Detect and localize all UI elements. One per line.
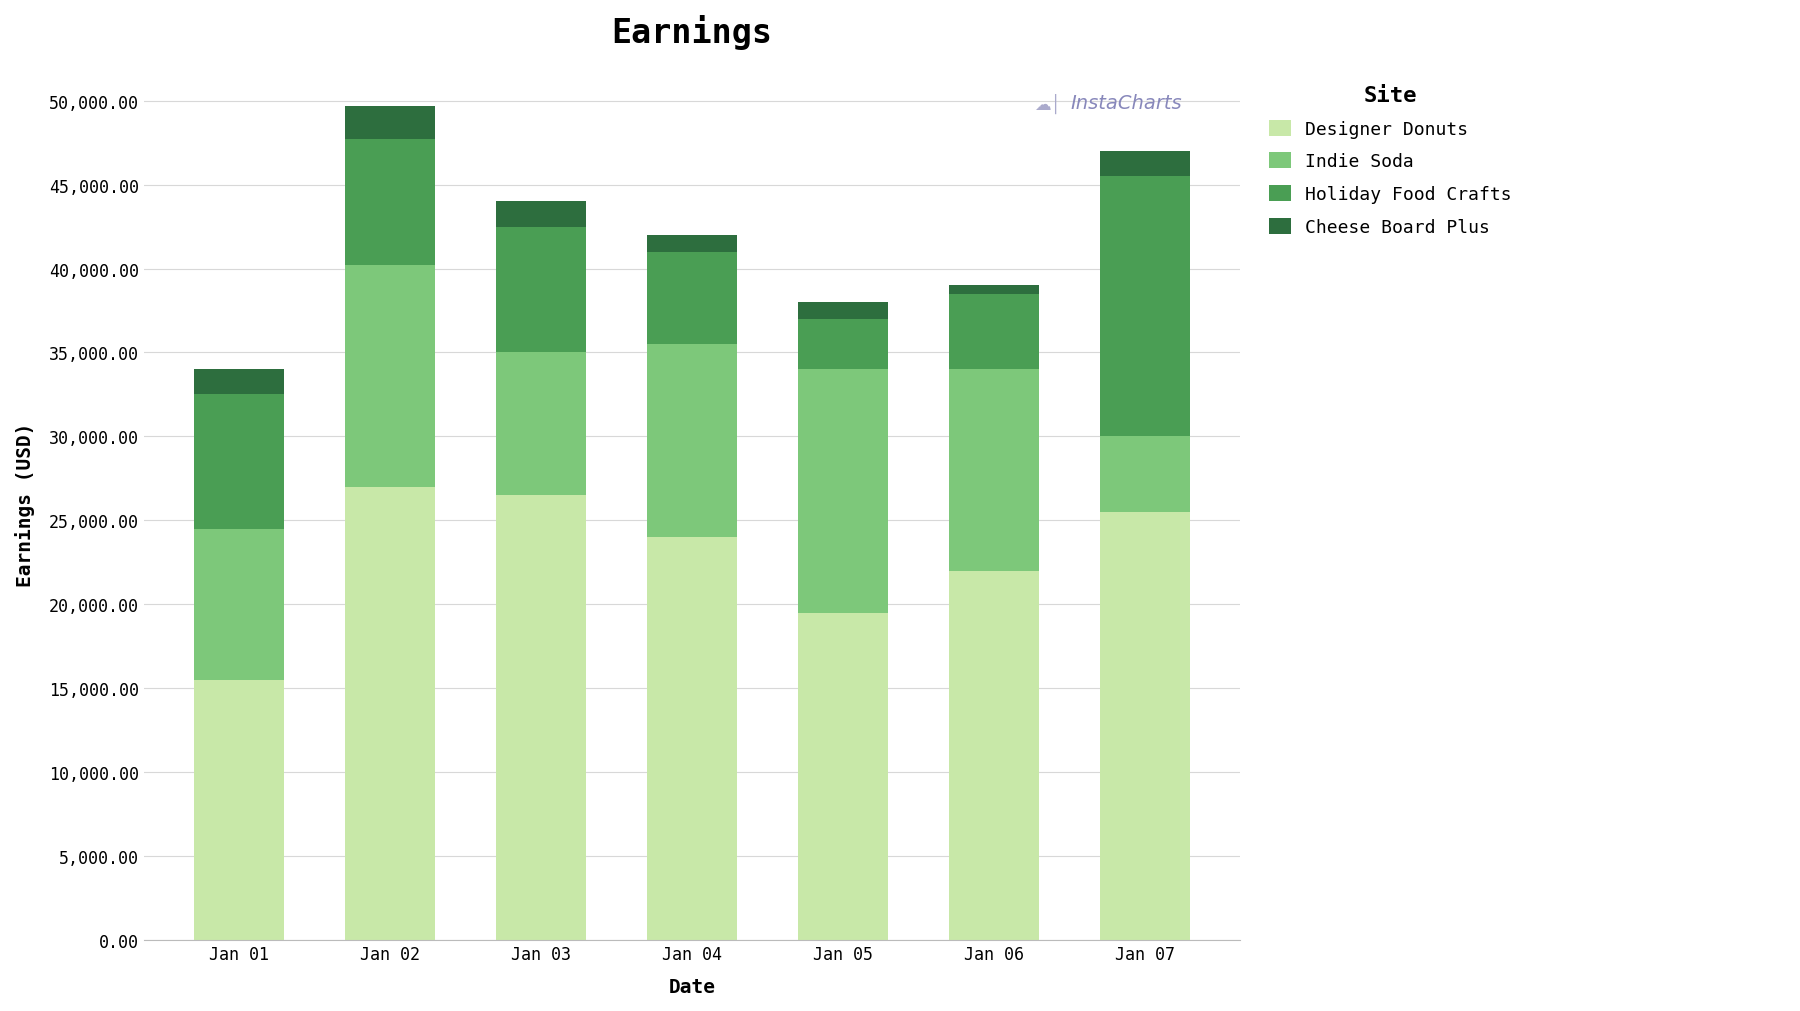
Bar bbox=[949, 294, 1039, 370]
Bar bbox=[646, 253, 738, 345]
X-axis label: Date: Date bbox=[668, 977, 715, 996]
Bar bbox=[1100, 513, 1190, 940]
Bar bbox=[1100, 437, 1190, 513]
Bar bbox=[797, 614, 889, 940]
Bar bbox=[344, 487, 436, 940]
Bar bbox=[949, 370, 1039, 571]
Bar bbox=[495, 353, 587, 495]
Bar bbox=[797, 319, 889, 370]
Title: Earnings: Earnings bbox=[612, 15, 772, 50]
Bar bbox=[495, 495, 587, 940]
Bar bbox=[495, 202, 587, 227]
Bar bbox=[949, 286, 1039, 294]
Bar bbox=[1100, 152, 1190, 177]
Bar bbox=[344, 141, 436, 266]
Bar bbox=[495, 227, 587, 353]
Bar bbox=[646, 236, 738, 253]
Bar bbox=[344, 106, 436, 141]
Bar bbox=[1100, 177, 1190, 437]
Bar bbox=[646, 345, 738, 538]
Bar bbox=[194, 395, 284, 530]
Legend: Designer Donuts, Indie Soda, Holiday Food Crafts, Cheese Board Plus: Designer Donuts, Indie Soda, Holiday Foo… bbox=[1260, 77, 1521, 246]
Text: ☁│: ☁│ bbox=[1033, 94, 1060, 114]
Bar bbox=[797, 303, 889, 319]
Y-axis label: Earnings (USD): Earnings (USD) bbox=[14, 422, 34, 586]
Bar bbox=[344, 266, 436, 487]
Bar bbox=[949, 571, 1039, 940]
Bar bbox=[194, 530, 284, 680]
Bar bbox=[194, 680, 284, 940]
Text: InstaCharts: InstaCharts bbox=[1071, 94, 1183, 113]
Bar bbox=[797, 370, 889, 614]
Bar bbox=[646, 538, 738, 940]
Bar bbox=[194, 370, 284, 395]
